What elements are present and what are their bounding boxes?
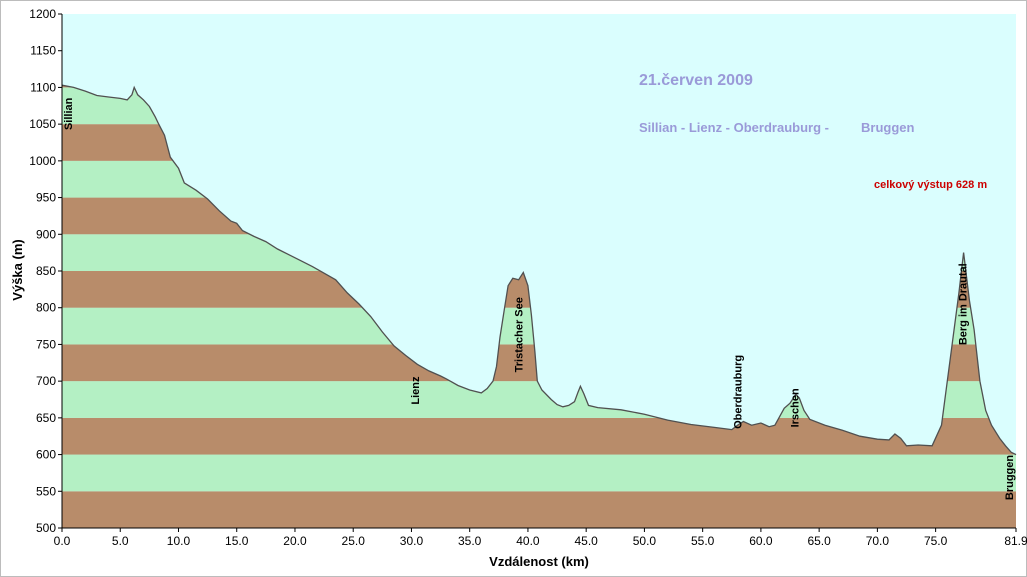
y-tick-label: 1200 (29, 7, 56, 21)
x-tick-label: 5.0 (112, 534, 129, 548)
elevation-band (62, 491, 1016, 528)
y-tick-label: 900 (36, 227, 56, 241)
total-climb-text: celkový výstup 628 m (874, 179, 987, 191)
annotations: 21.červen 2009 Sillian - Lienz - Oberdra… (639, 72, 987, 191)
y-tick-label: 1100 (30, 80, 56, 94)
x-tick-label: 45.0 (574, 534, 598, 548)
x-tick-label: 20.0 (283, 534, 307, 548)
place-label: Irschen (790, 388, 802, 427)
y-tick-label: 750 (36, 337, 56, 351)
x-axis-title: Vzdálenost (km) (489, 554, 589, 569)
y-tick-label: 600 (36, 448, 56, 462)
place-label: Sillian (63, 97, 75, 130)
x-tick-label: 0.0 (54, 534, 71, 548)
route-text: Sillian - Lienz - Oberdrauburg - (639, 120, 829, 135)
y-tick-label: 700 (36, 374, 56, 388)
x-tick-label: 70.0 (866, 534, 890, 548)
place-label: Oberdrauburg (733, 355, 745, 429)
profile-line-group (61, 84, 1017, 456)
y-tick-label: 1000 (29, 154, 56, 168)
y-tick-labels: 500 550 600 650 700 750 800 850 900 950 1000 1050 11… (29, 7, 56, 535)
x-tick-label: 75.0 (924, 534, 948, 548)
place-labels: Sillian Tristacher See Lienz Oberdrauburg Ir… (63, 97, 1016, 500)
x-tick-label: 40.0 (516, 534, 540, 548)
place-label: Lienz (410, 376, 422, 405)
y-tick-label: 650 (36, 411, 56, 425)
place-label: Bruggen (1004, 455, 1016, 501)
x-tick-label: 10.0 (167, 534, 191, 548)
x-tick-label: 25.0 (342, 534, 366, 548)
x-tick-label: 30.0 (400, 534, 424, 548)
route-end-text: Bruggen (861, 120, 915, 135)
axes (58, 13, 1017, 532)
y-tick-label: 950 (36, 191, 56, 205)
x-tick-label: 65.0 (807, 534, 831, 548)
x-tick-label: 35.0 (458, 534, 482, 548)
chart-date-title: 21.červen 2009 (639, 72, 753, 89)
y-tick-label: 550 (36, 484, 56, 498)
y-axis-title: Výška (m) (10, 239, 25, 300)
x-tick-labels: 0.0 5.0 10.0 15.0 20.0 25.0 30.0 35.0 40.0 45.0 50… (54, 534, 1027, 548)
y-tick-label: 800 (36, 301, 56, 315)
x-tick-label: 15.0 (225, 534, 249, 548)
x-tick-label: 55.0 (691, 534, 715, 548)
x-tick-label: 60.0 (749, 534, 773, 548)
y-tick-label: 500 (36, 521, 56, 535)
x-tick-label: 81.9 (1004, 534, 1027, 548)
y-tick-label: 1150 (30, 44, 56, 58)
y-tick-label: 1050 (29, 117, 56, 131)
elevation-band (62, 454, 1016, 492)
y-tick-label: 850 (36, 264, 56, 278)
place-label: Berg im Drautal (957, 263, 969, 345)
profile-line (61, 84, 1017, 456)
place-label: Tristacher See (514, 297, 526, 372)
x-tick-label: 50.0 (633, 534, 657, 548)
